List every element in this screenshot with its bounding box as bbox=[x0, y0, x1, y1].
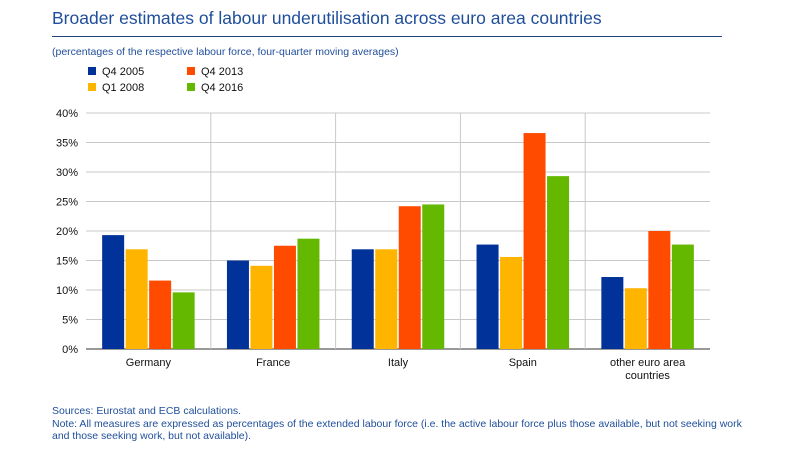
x-tick-label: Italy bbox=[388, 357, 409, 369]
legend-swatch bbox=[88, 83, 96, 91]
sources-text: Sources: Eurostat and ECB calculations. bbox=[52, 405, 242, 417]
y-tick-label: 25% bbox=[56, 197, 78, 209]
chart-subtitle: (percentages of the respective labour fo… bbox=[52, 46, 399, 58]
legend-label: Q1 2008 bbox=[102, 82, 144, 94]
bar bbox=[523, 133, 546, 349]
bar bbox=[671, 244, 694, 349]
bar bbox=[273, 245, 296, 349]
legend-label: Q4 2013 bbox=[201, 66, 243, 78]
bar bbox=[226, 260, 249, 349]
y-tick-label: 15% bbox=[56, 256, 78, 268]
bar bbox=[149, 280, 172, 349]
bar bbox=[601, 277, 624, 349]
x-tick-label: France bbox=[256, 357, 290, 369]
y-tick-label: 40% bbox=[56, 108, 78, 120]
chart-title: Broader estimates of labour underutilisa… bbox=[52, 8, 602, 28]
bar bbox=[476, 244, 499, 349]
bar bbox=[297, 238, 320, 349]
bar bbox=[500, 256, 523, 349]
legend: Q4 2005 Q1 2008 Q4 2013 Q4 2016 bbox=[88, 66, 243, 94]
y-tick-label: 20% bbox=[56, 226, 78, 238]
bar bbox=[351, 249, 374, 349]
legend-label: Q4 2016 bbox=[201, 82, 243, 94]
legend-swatch bbox=[187, 83, 195, 91]
y-tick-label: 35% bbox=[56, 138, 78, 150]
legend-label: Q4 2005 bbox=[102, 66, 144, 78]
legend-swatch bbox=[187, 67, 195, 75]
bar bbox=[624, 288, 647, 349]
y-tick-label: 0% bbox=[62, 344, 78, 356]
y-tick-label: 5% bbox=[62, 315, 78, 327]
bar bbox=[422, 204, 445, 349]
bar bbox=[172, 292, 195, 349]
title-divider bbox=[52, 36, 722, 37]
x-tick-label: countries bbox=[625, 370, 670, 382]
bar bbox=[648, 231, 671, 349]
y-tick-label: 10% bbox=[56, 285, 78, 297]
bar bbox=[250, 265, 273, 349]
y-tick-label: 30% bbox=[56, 167, 78, 179]
bar bbox=[102, 235, 125, 349]
bar bbox=[375, 249, 398, 349]
bar bbox=[547, 176, 570, 349]
bar bbox=[398, 206, 421, 349]
legend-swatch bbox=[88, 67, 96, 75]
bar bbox=[125, 249, 148, 349]
chart-notes: Sources: Eurostat and ECB calculations. … bbox=[52, 405, 742, 443]
bars bbox=[102, 133, 694, 349]
x-tick-label: Germany bbox=[126, 357, 172, 369]
x-tick-label: Spain bbox=[509, 357, 537, 369]
x-tick-label: other euro area bbox=[610, 357, 686, 369]
note-text: Note: All measures are expressed as perc… bbox=[52, 417, 742, 443]
